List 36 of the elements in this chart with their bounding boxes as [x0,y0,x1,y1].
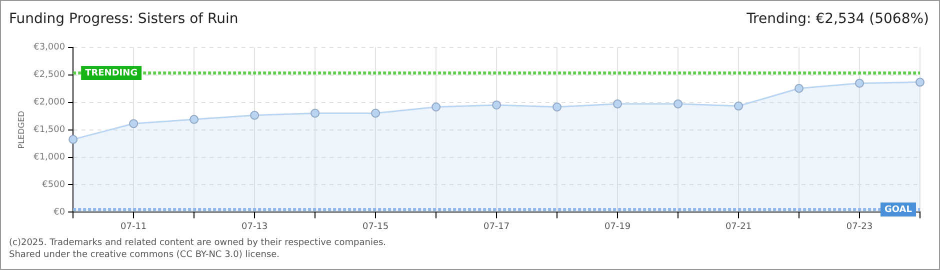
y-tick-label: €0 [54,208,66,218]
y-tick-label: €2,500 [34,70,66,80]
point [190,114,199,124]
y-tick-label: €500 [42,180,66,190]
x-tick-label: 07-15 [362,222,389,232]
chart-title: Funding Progress: Sisters of Ruin [9,11,238,27]
x-tick-label: 07-23 [846,222,873,232]
point [794,84,804,93]
y-tick-label: €1,000 [34,152,66,163]
x-tick-label: 07-21 [725,222,752,232]
point [674,99,683,108]
point [613,99,622,108]
point [129,119,138,128]
text: (c)2025. Trademarks and related content are owned by their respective companies. [9,237,386,249]
y-axis-title: PLEDGED [16,110,26,149]
x-tick-label: 07-13 [241,222,268,232]
ref-line-label: GOAL [884,204,912,215]
x-tick-label: 07-19 [604,222,631,232]
point [371,108,380,118]
point [855,78,864,88]
x-tick-label: 07-17 [483,222,510,232]
point [492,100,502,110]
text: Shared under the creative commons (CC BY-NC 3.0) license. [9,249,281,261]
point [916,78,924,87]
point [250,110,260,120]
chart-subtitle: Trending: €2,534 (5068%) [746,11,929,27]
y-tick-label: €3,000 [34,42,66,53]
x-tick-label: 07-11 [120,222,147,232]
y-tick-label: €2,000 [34,98,66,108]
point [734,102,744,111]
point [432,102,441,112]
point [68,134,78,144]
point [552,102,562,112]
ref-line-label: TRENDING [85,68,138,78]
point [310,108,320,118]
y-tick-label: €1,500 [34,125,66,136]
